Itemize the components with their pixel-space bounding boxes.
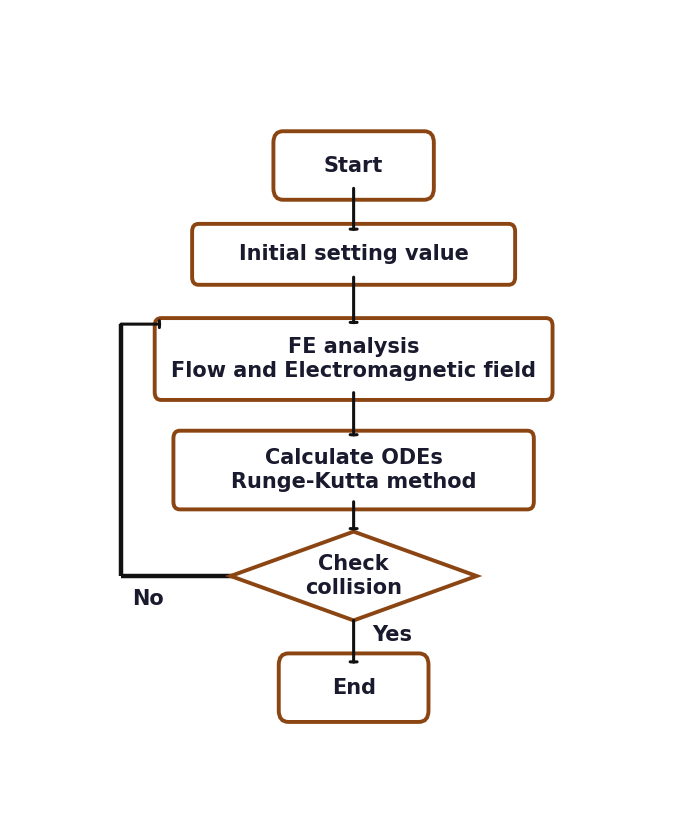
FancyBboxPatch shape xyxy=(273,131,434,199)
Text: Initial setting value: Initial setting value xyxy=(239,245,469,265)
Text: Calculate ODEs
Runge-Kutta method: Calculate ODEs Runge-Kutta method xyxy=(231,448,476,492)
FancyBboxPatch shape xyxy=(155,318,553,400)
FancyBboxPatch shape xyxy=(279,653,428,722)
Text: No: No xyxy=(132,589,164,609)
Text: Check
collision: Check collision xyxy=(305,555,402,597)
Text: End: End xyxy=(332,677,375,698)
FancyBboxPatch shape xyxy=(192,224,515,285)
Text: Yes: Yes xyxy=(373,625,413,645)
Polygon shape xyxy=(230,531,477,620)
Text: Start: Start xyxy=(324,156,384,176)
Text: FE analysis
Flow and Electromagnetic field: FE analysis Flow and Electromagnetic fie… xyxy=(171,337,536,381)
FancyBboxPatch shape xyxy=(173,431,534,509)
